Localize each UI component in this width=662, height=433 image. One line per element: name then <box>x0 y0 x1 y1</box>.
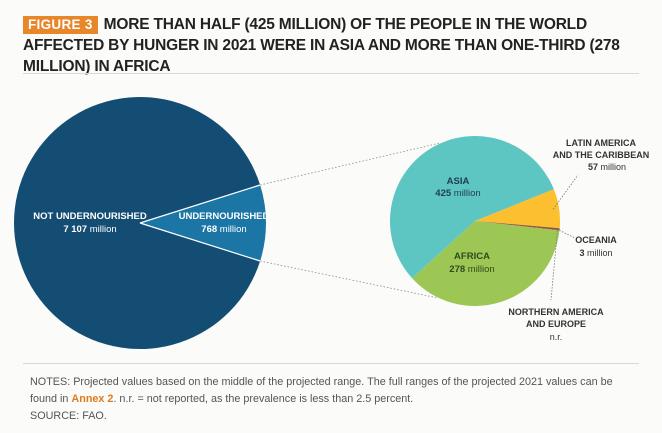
value-latin-america: 57 million <box>588 162 626 172</box>
connector-top <box>260 142 441 186</box>
notes-line-2: found in Annex 2. n.r. = not reported, a… <box>30 393 414 405</box>
slice-latin-america <box>475 189 561 229</box>
leader-northern-america-europe <box>550 230 558 301</box>
slice-undernourished <box>140 184 266 262</box>
bottom-divider <box>23 363 639 364</box>
slice-separator-1 <box>139 222 261 262</box>
slice-separator-0 <box>139 184 261 224</box>
value-oceania: 3 million <box>579 248 612 258</box>
figure-label: FIGURE 3 <box>23 16 98 34</box>
slice-oceania <box>475 221 560 231</box>
leader-lines <box>550 174 579 301</box>
figure-title: FIGURE 3 MORE THAN HALF (425 MILLION) OF … <box>23 14 653 77</box>
value-africa: 278 million <box>449 264 494 275</box>
label-northern-america-europe: NORTHERN AMERICA <box>508 307 604 317</box>
value-asia: 425 million <box>435 188 480 199</box>
label-africa: AFRICA <box>454 251 490 262</box>
label-oceania: OCEANIA <box>575 235 617 245</box>
label-undernourished: UNDERNOURISHED <box>179 211 270 222</box>
top-divider <box>23 73 639 74</box>
slice-africa <box>412 221 560 306</box>
label-asia: ASIA <box>447 176 470 187</box>
slice-asia <box>389 135 554 279</box>
connector-lines <box>260 142 441 299</box>
connector-bottom <box>260 260 439 299</box>
world-pie <box>13 97 266 350</box>
slice-not-undernourished <box>13 97 261 350</box>
label-not-undernourished: NOT UNDERNOURISHED <box>33 211 147 222</box>
undernourished-pie <box>389 135 561 306</box>
annex-link[interactable]: Annex 2 <box>71 393 114 405</box>
notes: NOTES: Projected values based on the mid… <box>30 374 640 425</box>
slice-northern-america-europe <box>475 221 560 231</box>
leader-oceania <box>556 228 576 239</box>
figure-title-text: MORE THAN HALF (425 MILLION) OF THE PEOP… <box>23 16 620 75</box>
value-northern-america-europe: n.r. <box>550 332 563 342</box>
label-latin-america: LATIN AMERICA <box>566 138 636 148</box>
label-latin-america-line2: AND THE CARIBBEAN <box>553 150 650 160</box>
value-undernourished: 768 million <box>201 224 246 235</box>
leader-latin-america <box>552 174 579 210</box>
notes-line-1: NOTES: Projected values based on the mid… <box>30 376 613 388</box>
value-not-undernourished: 7 107 million <box>63 224 116 235</box>
label-northern-america-europe-line2: AND EUROPE <box>526 319 586 329</box>
notes-source: SOURCE: FAO. <box>30 410 107 422</box>
